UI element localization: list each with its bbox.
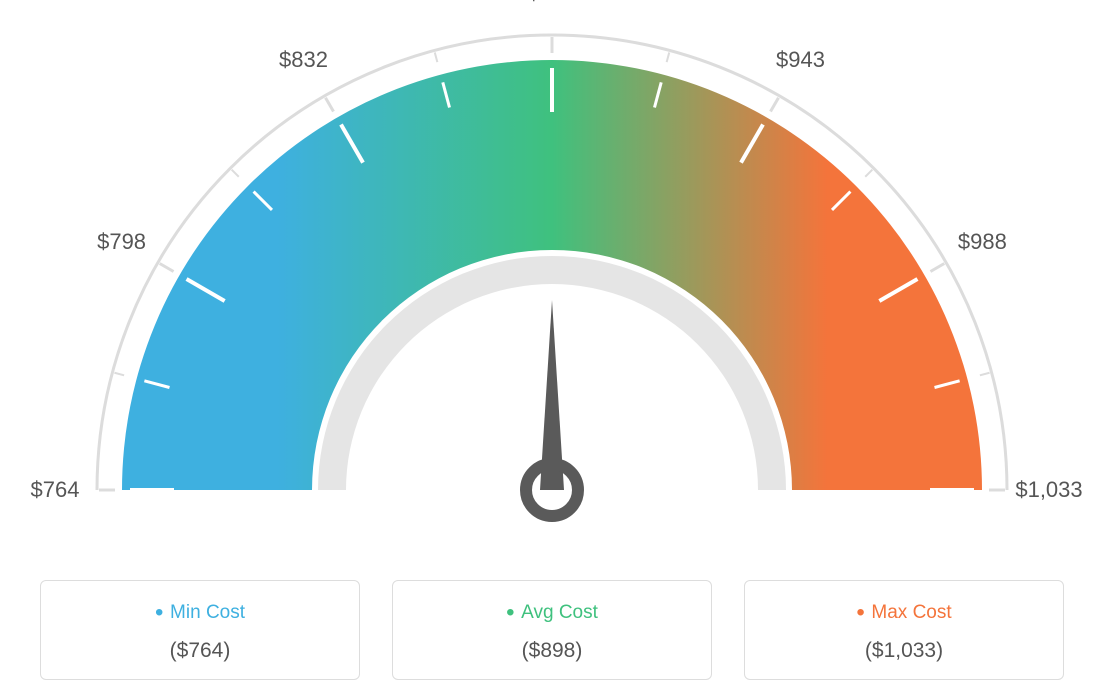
gauge-tick-label: $1,033: [1015, 477, 1082, 503]
legend-card-max: Max Cost ($1,033): [744, 580, 1064, 680]
legend-title-avg: Avg Cost: [403, 599, 701, 627]
gauge-tick-label: $764: [31, 477, 80, 503]
gauge-container: $764 $798 $832 $898 $943 $988 $1,033: [0, 0, 1104, 560]
legend-title-min: Min Cost: [51, 599, 349, 627]
legend-row: Min Cost ($764) Avg Cost ($898) Max Cost…: [0, 580, 1104, 680]
legend-card-avg: Avg Cost ($898): [392, 580, 712, 680]
gauge-tick-label: $798: [97, 229, 146, 255]
gauge-tick-label: $988: [958, 229, 1007, 255]
legend-value-min: ($764): [51, 639, 349, 663]
gauge-tick-label: $898: [528, 0, 577, 6]
gauge-tick-label: $943: [776, 47, 825, 73]
legend-value-max: ($1,033): [755, 639, 1053, 663]
legend-title-max: Max Cost: [755, 599, 1053, 627]
legend-card-min: Min Cost ($764): [40, 580, 360, 680]
gauge-chart: [0, 0, 1104, 560]
gauge-tick-label: $832: [279, 47, 328, 73]
legend-value-avg: ($898): [403, 639, 701, 663]
